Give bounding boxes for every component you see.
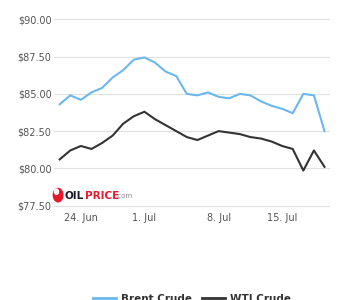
Circle shape xyxy=(55,189,58,194)
Text: .com: .com xyxy=(115,193,133,199)
Text: PRICE: PRICE xyxy=(85,190,119,201)
Legend: Brent Crude, WTI Crude: Brent Crude, WTI Crude xyxy=(89,290,295,300)
Circle shape xyxy=(53,188,63,202)
Text: OIL: OIL xyxy=(65,190,84,201)
